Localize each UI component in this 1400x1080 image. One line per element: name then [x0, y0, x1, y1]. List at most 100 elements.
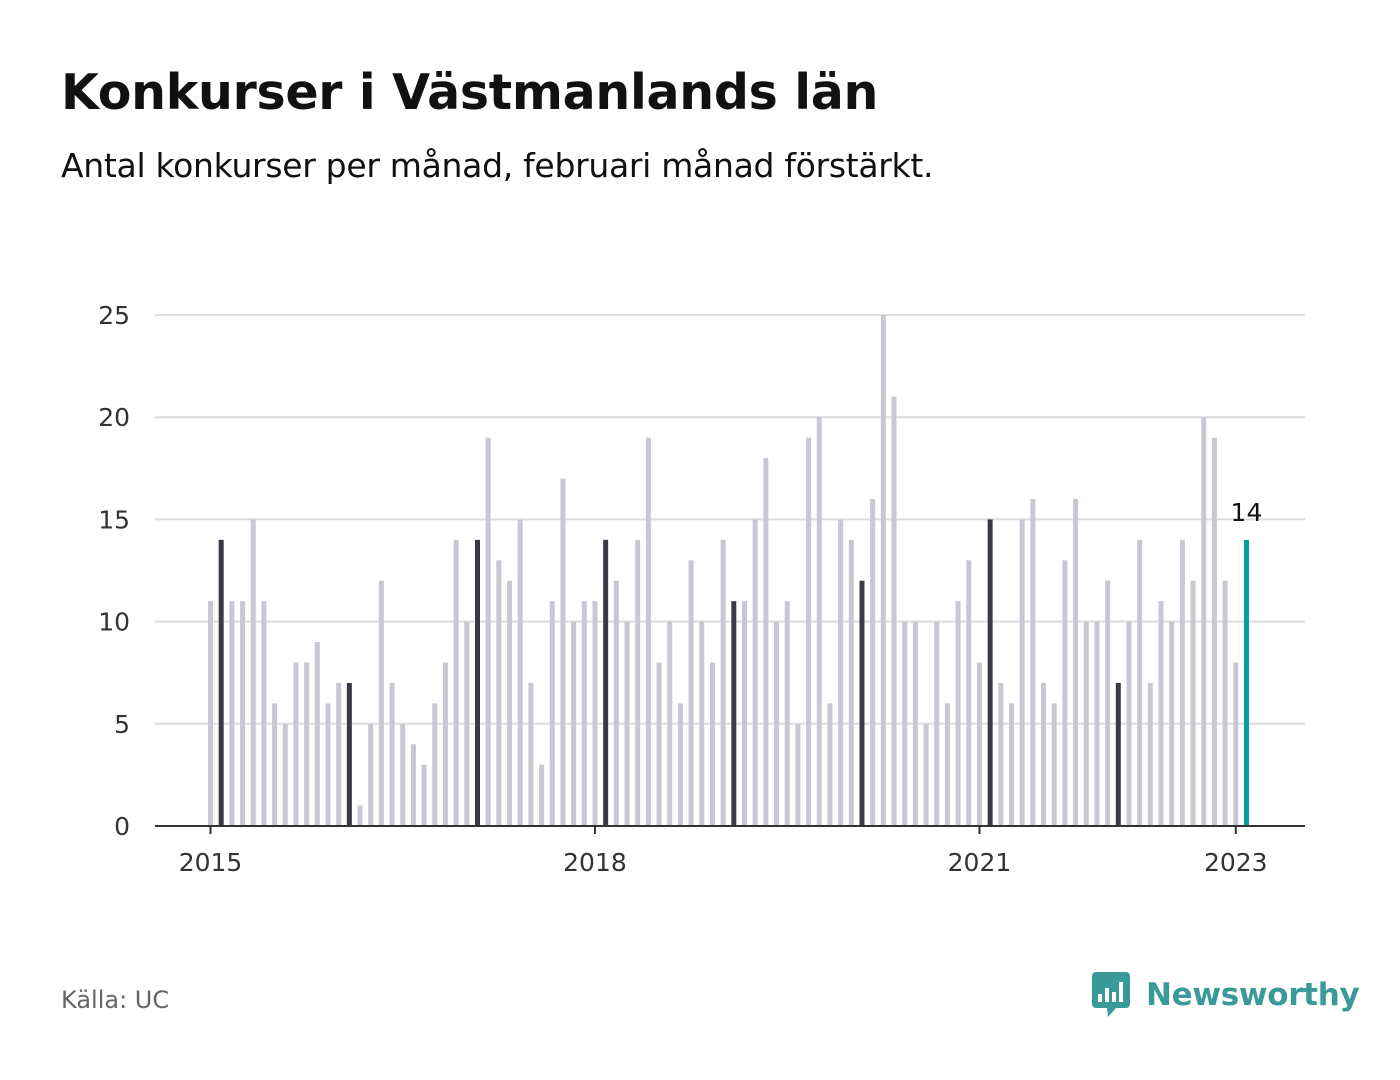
bar [795, 723, 801, 826]
bar [218, 539, 224, 826]
bar [635, 539, 641, 826]
y-tick-label: 5 [114, 710, 130, 739]
bar [1105, 580, 1111, 826]
bar [1019, 519, 1025, 826]
annotations: 14 [1231, 498, 1263, 527]
bar [645, 437, 651, 826]
bar [475, 539, 480, 826]
bar [1158, 601, 1164, 826]
bar [603, 539, 609, 826]
bar [1190, 580, 1196, 826]
bar [528, 682, 534, 826]
bar [389, 682, 395, 826]
bar [827, 703, 833, 826]
bar [848, 539, 854, 826]
bar [1233, 662, 1239, 826]
bar [1062, 560, 1068, 826]
bar [784, 601, 790, 826]
bar [966, 560, 972, 826]
bar [1126, 621, 1132, 826]
y-axis-tick-labels: 0 5 10 15 20 25 [98, 301, 130, 841]
bar [902, 621, 908, 826]
bars [208, 315, 1249, 826]
bar [880, 315, 886, 826]
bar [656, 662, 662, 826]
bar [624, 621, 630, 826]
bar [464, 621, 470, 826]
x-tick-label: 2018 [563, 848, 627, 877]
bar [346, 682, 352, 826]
bar [838, 519, 844, 826]
bar [368, 723, 374, 826]
bar [891, 396, 897, 826]
bar [1094, 621, 1100, 826]
y-tick-label: 20 [98, 403, 130, 432]
bar [410, 744, 416, 826]
bar [517, 519, 523, 826]
bar [934, 621, 940, 826]
chart-subtitle: Antal konkurser per månad, februari måna… [61, 146, 934, 185]
bar-chart: 0 5 10 15 20 25 2015 2018 2021 2023 14 [98, 301, 1305, 877]
bar [400, 723, 406, 826]
bar [1083, 621, 1089, 826]
bar [432, 703, 438, 826]
bar [485, 437, 491, 826]
bar [1041, 682, 1047, 826]
bar [208, 601, 213, 826]
bar [742, 601, 747, 826]
bar [1211, 437, 1217, 826]
x-tick-label: 2021 [948, 848, 1012, 877]
bar [774, 621, 780, 826]
bar [1073, 498, 1079, 826]
bar [806, 437, 812, 826]
bar [1009, 703, 1014, 826]
bar [539, 764, 545, 826]
bar [421, 764, 427, 826]
bar [304, 662, 310, 826]
bar [1179, 539, 1185, 826]
bar [709, 662, 715, 826]
bar [923, 723, 929, 826]
newsworthy-logo-icon [1092, 972, 1130, 1017]
x-tick-label: 2015 [179, 848, 243, 877]
bar [763, 458, 769, 826]
y-tick-label: 25 [98, 301, 130, 330]
bar [261, 601, 267, 826]
bar [1147, 682, 1153, 826]
bar [1201, 417, 1207, 826]
bar [272, 703, 278, 826]
x-tick-label: 2023 [1204, 848, 1268, 877]
bar [944, 703, 950, 826]
bar [282, 723, 288, 826]
bar [240, 601, 246, 826]
gridlines [155, 314, 1305, 725]
bar [613, 580, 619, 826]
x-axis: 2015 2018 2021 2023 [155, 825, 1305, 877]
bar [1222, 580, 1228, 826]
bar [976, 662, 982, 826]
bar [1115, 682, 1121, 826]
chart-title: Konkurser i Västmanlands län [61, 64, 879, 121]
bar [496, 560, 502, 826]
bar [314, 642, 320, 826]
bar [1051, 703, 1057, 826]
bar [507, 580, 513, 826]
bar [1169, 621, 1175, 826]
latest-value-label: 14 [1231, 498, 1263, 527]
bar [870, 498, 876, 826]
brand: Newsworthy [1090, 970, 1360, 1020]
bar [549, 601, 555, 826]
bar [229, 601, 235, 826]
bar [731, 601, 737, 826]
bar [859, 580, 865, 826]
bar [667, 621, 673, 826]
bar [293, 662, 299, 826]
bar [250, 519, 256, 826]
bar [688, 560, 694, 826]
source-note: Källa: UC [61, 986, 170, 1014]
bar [378, 580, 384, 826]
bar [1030, 498, 1036, 826]
brand-name: Newsworthy [1146, 977, 1360, 1013]
y-tick-label: 10 [98, 608, 130, 637]
bar [1243, 539, 1249, 826]
